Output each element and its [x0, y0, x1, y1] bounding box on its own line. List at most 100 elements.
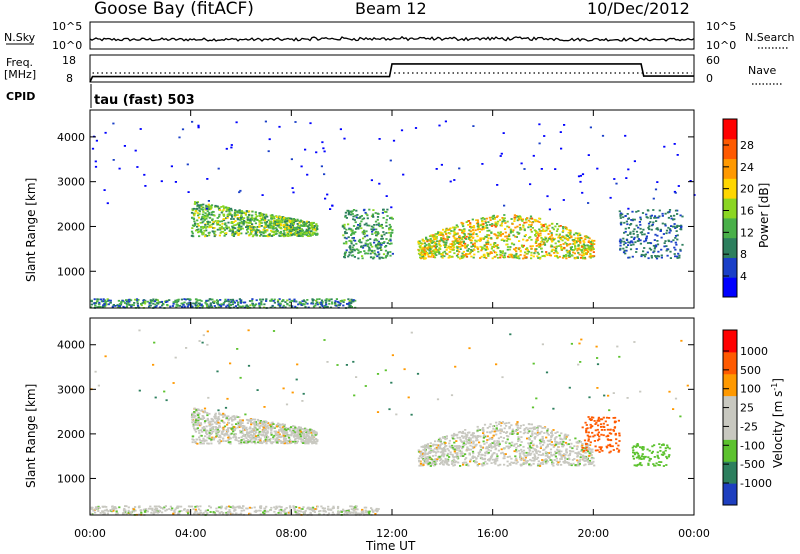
- data-cell: [447, 464, 450, 466]
- data-cell: [486, 239, 489, 242]
- data-cell: [516, 219, 519, 222]
- data-cell: [455, 232, 458, 235]
- data-cell: [359, 251, 362, 253]
- data-cell: [538, 257, 542, 260]
- data-cell: [305, 228, 308, 231]
- data-cell: [244, 213, 247, 216]
- data-cell: [354, 231, 357, 233]
- data-cell: [477, 250, 480, 253]
- data-cell: [310, 302, 313, 305]
- data-cell: [294, 300, 297, 303]
- data-cell: [223, 218, 226, 220]
- data-cell: [310, 225, 313, 228]
- data-cell: [542, 224, 545, 226]
- data-cell: [314, 434, 317, 436]
- data-cell: [155, 302, 159, 304]
- data-cell: [248, 234, 251, 237]
- data-cell: [261, 430, 264, 433]
- data-cell: [513, 445, 516, 447]
- data-cell: [242, 429, 245, 432]
- data-cell: [298, 227, 301, 229]
- data-cell: [484, 220, 487, 223]
- data-cell: [630, 219, 633, 221]
- data-cell: [206, 225, 209, 228]
- data-cell: [559, 238, 563, 241]
- data-cell: [494, 223, 497, 225]
- data-cell: [235, 223, 238, 226]
- data-cell: [350, 250, 353, 252]
- data-cell: [546, 225, 549, 228]
- data-cell: [175, 301, 178, 304]
- data-cell: [135, 299, 138, 301]
- data-cell: [429, 445, 432, 448]
- data-cell: [293, 434, 296, 436]
- data-cell: [178, 305, 182, 307]
- data-cell: [516, 432, 519, 434]
- data-cell: [434, 252, 437, 255]
- data-cell: [286, 303, 289, 306]
- data-cell: [668, 209, 672, 211]
- data-cell: [94, 160, 97, 163]
- data-cell: [264, 225, 267, 228]
- data-cell: [320, 299, 324, 302]
- data-cell: [418, 249, 421, 252]
- data-cell: [482, 237, 485, 240]
- data-cell: [292, 432, 295, 435]
- data-cell: [170, 165, 173, 168]
- data-cell: [633, 160, 636, 163]
- data-cell: [483, 247, 486, 250]
- data-cell: [490, 446, 493, 449]
- data-cell: [205, 227, 208, 229]
- data-cell: [429, 241, 432, 244]
- data-cell: [279, 223, 282, 225]
- data-cell: [644, 239, 648, 242]
- data-cell: [517, 257, 520, 259]
- data-cell: [264, 438, 267, 441]
- data-cell: [471, 218, 474, 221]
- data-cell: [513, 220, 516, 222]
- data-cell: [461, 432, 465, 435]
- data-cell: [484, 454, 487, 457]
- data-cell: [518, 452, 521, 455]
- data-cell: [384, 249, 388, 252]
- data-cell: [414, 127, 418, 129]
- data-cell: [483, 218, 486, 220]
- data-cell: [400, 129, 404, 132]
- data-cell: [253, 422, 256, 425]
- data-cell: [288, 436, 291, 439]
- data-cell: [311, 227, 314, 230]
- data-cell: [208, 305, 212, 308]
- data-cell: [674, 237, 677, 239]
- data-cell: [214, 204, 217, 207]
- data-cell: [583, 241, 586, 244]
- data-cell: [500, 430, 503, 432]
- data-cell: [272, 436, 275, 439]
- data-cell: [206, 215, 209, 218]
- data-cell: [544, 236, 547, 239]
- data-cell: [298, 302, 301, 305]
- data-cell: [197, 302, 200, 305]
- data-cell: [218, 220, 221, 223]
- data-cell: [265, 300, 268, 302]
- data-cell: [227, 441, 230, 444]
- data-cell: [555, 247, 558, 250]
- data-cell: [374, 238, 377, 241]
- data-cell: [191, 415, 194, 418]
- data-cell: [204, 212, 207, 215]
- data-cell: [218, 439, 221, 441]
- data-cell: [513, 254, 516, 257]
- data-cell: [672, 239, 675, 242]
- y-tick-label: 2000: [57, 220, 85, 233]
- data-cell: [654, 244, 658, 247]
- power-ylabel: Slant Range [km]: [24, 178, 38, 282]
- data-cell: [483, 244, 486, 247]
- data-cell: [90, 303, 93, 306]
- data-cell: [579, 174, 582, 177]
- data-cell: [249, 436, 252, 439]
- data-cell: [453, 246, 456, 249]
- data-cell: [453, 236, 456, 239]
- data-cell: [422, 448, 425, 451]
- data-cell: [347, 212, 351, 214]
- data-cell: [525, 426, 528, 429]
- data-cell: [514, 235, 517, 238]
